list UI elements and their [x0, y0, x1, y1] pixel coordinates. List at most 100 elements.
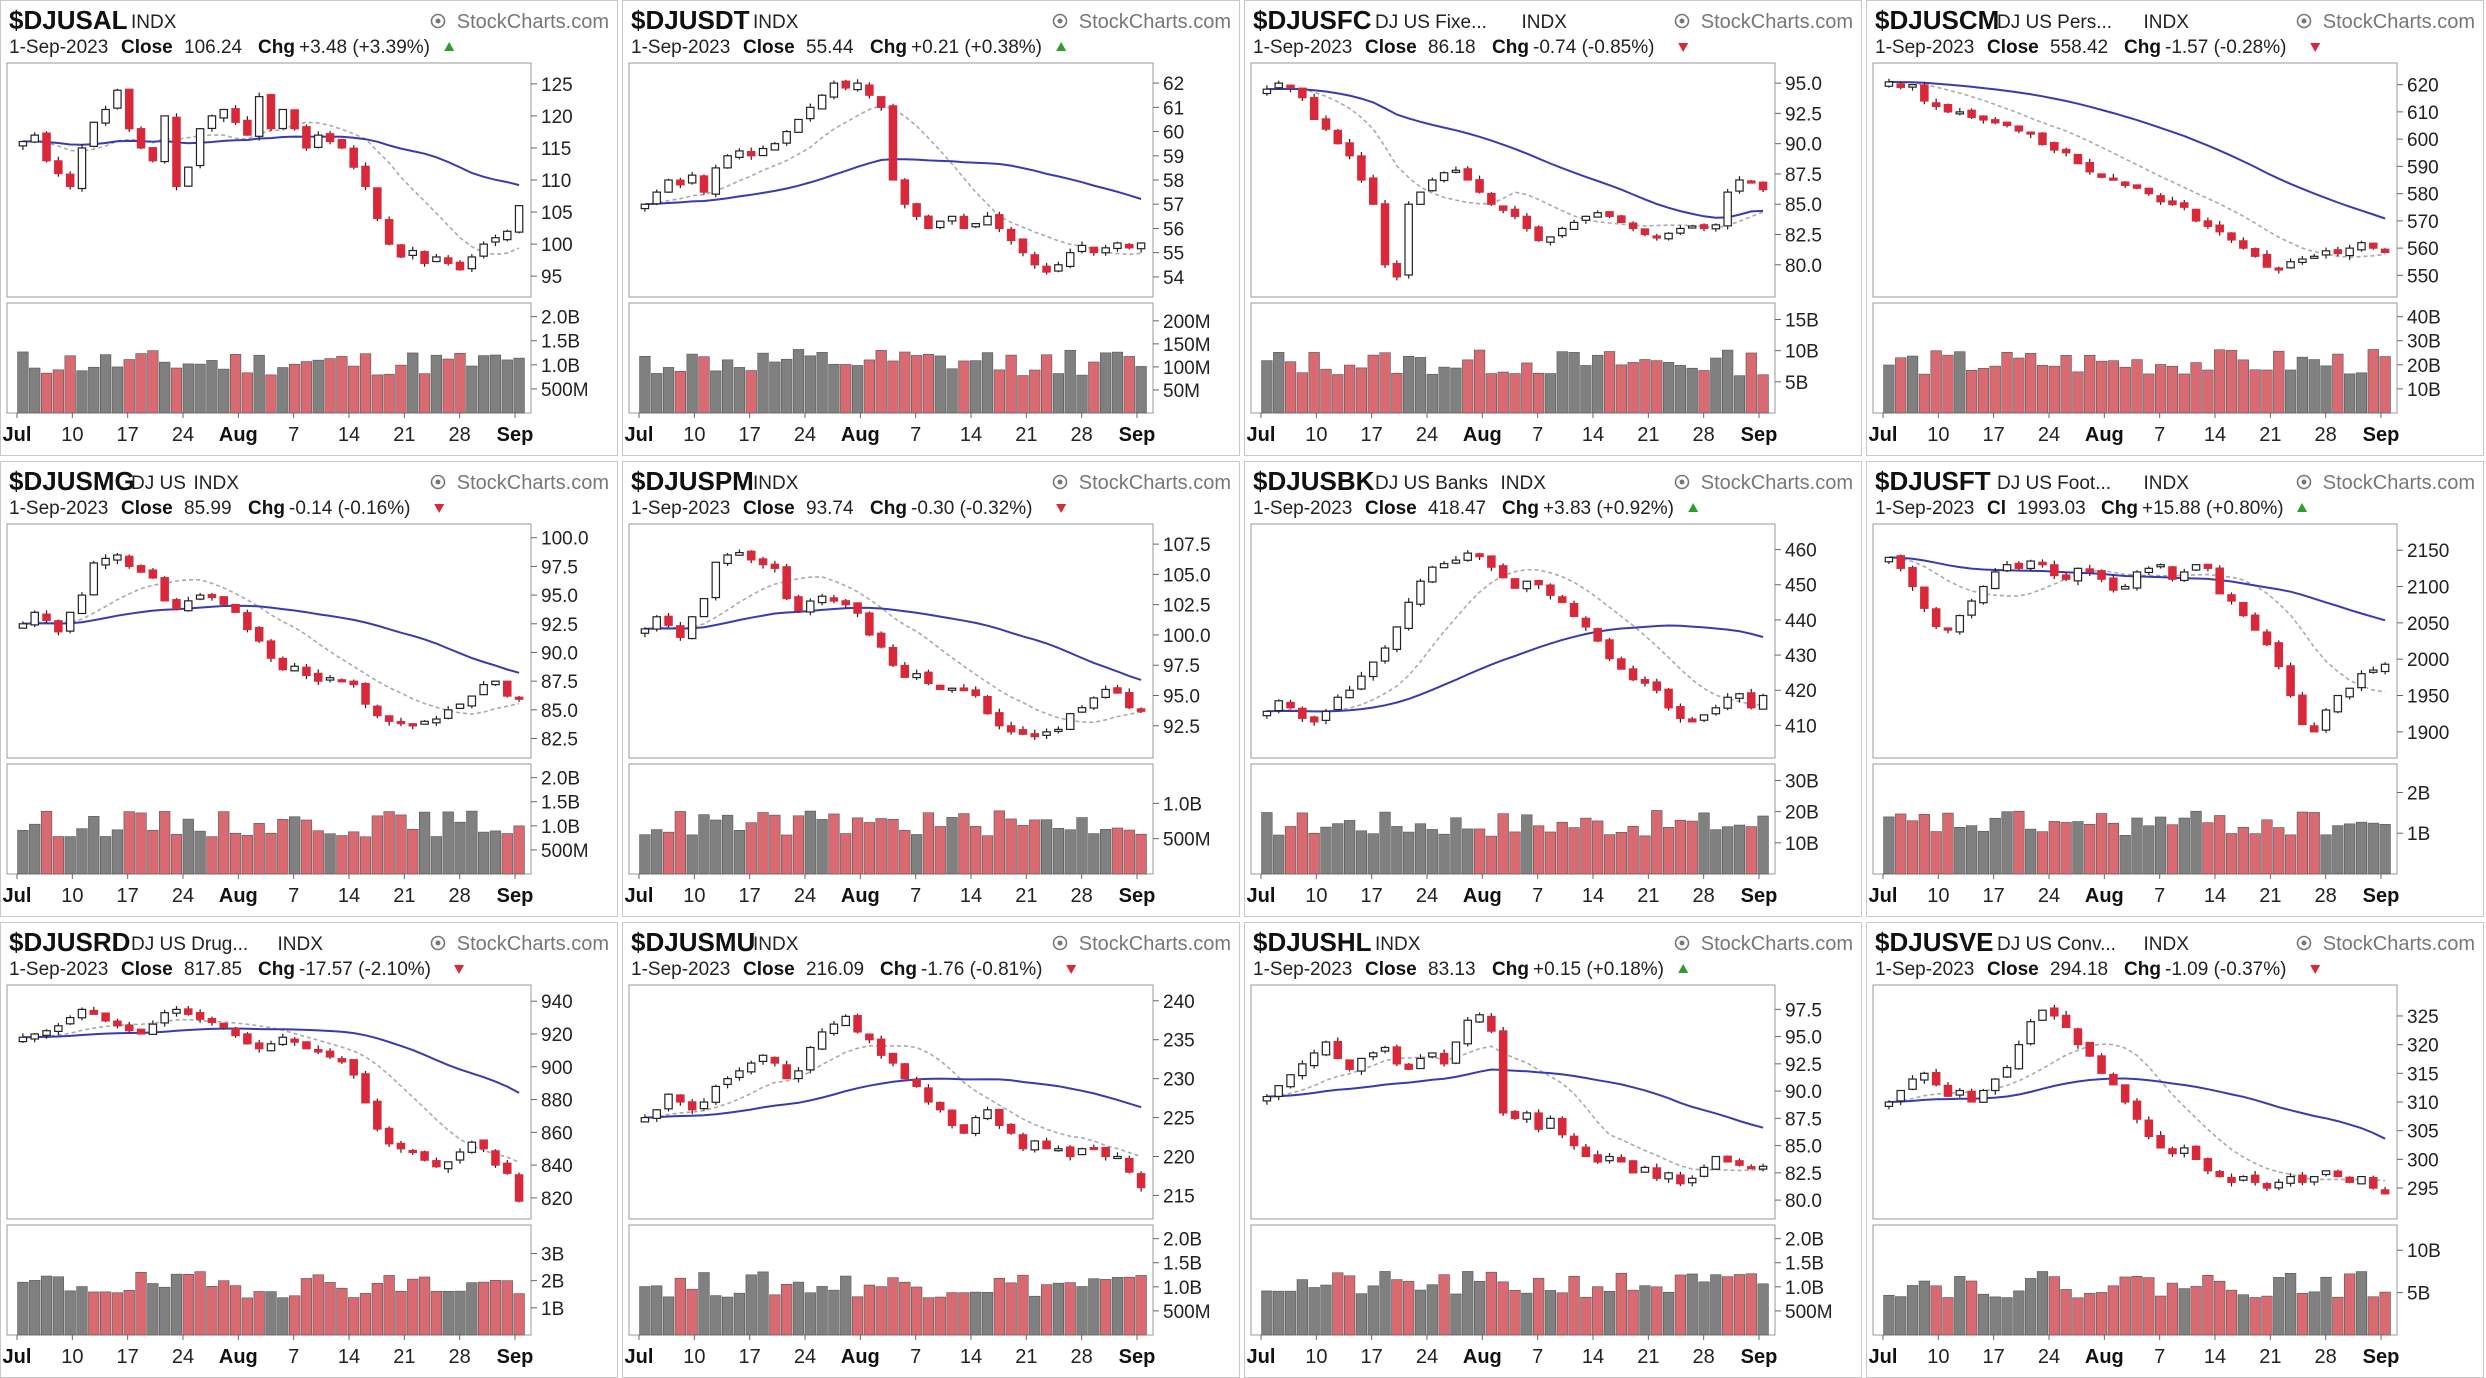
- volume-bar: [395, 814, 407, 875]
- candle: [735, 1067, 744, 1081]
- chg-value: +0.21 (+0.38%): [911, 37, 1042, 58]
- candle: [1286, 699, 1295, 709]
- volume-bar: [1414, 1289, 1427, 1336]
- date-label: 1-Sep-2023: [9, 498, 108, 519]
- volume-bar: [2119, 366, 2131, 414]
- volume-tick-label: 5B: [1785, 373, 1808, 394]
- x-tick-label: Jul: [1869, 1346, 1898, 1368]
- volume-bar: [336, 835, 348, 875]
- x-tick-label: 14: [960, 424, 982, 446]
- candle: [113, 88, 122, 110]
- candle: [924, 669, 933, 686]
- volume-bar: [911, 1286, 923, 1336]
- ma-short-line: [1888, 81, 2386, 258]
- candle: [2156, 193, 2165, 205]
- x-tick-label: 28: [1071, 424, 1093, 446]
- volume-bar: [1438, 366, 1450, 414]
- candle: [912, 669, 921, 681]
- candle: [65, 1015, 75, 1026]
- x-tick-label: 17: [1361, 424, 1383, 446]
- candle: [746, 1060, 756, 1075]
- volume-tick-label: 500M: [1163, 830, 1211, 851]
- chg-title: Chg: [870, 37, 907, 58]
- candle: [219, 108, 229, 123]
- volume-bar: [2214, 349, 2226, 414]
- volume-bar: [1296, 372, 1308, 414]
- volume-bar: [1379, 1271, 1391, 1336]
- volume-bar: [324, 1282, 336, 1336]
- price-tick-label: 900: [541, 1058, 573, 1079]
- volume-bar: [383, 373, 395, 414]
- volume-bar: [1580, 1296, 1592, 1336]
- candle: [2168, 196, 2177, 206]
- x-tick-label: 14: [960, 885, 982, 907]
- close-title: Close: [743, 37, 795, 58]
- candle: [1990, 568, 2000, 590]
- volume-bar: [40, 372, 53, 414]
- candle: [302, 124, 311, 151]
- volume-bar: [2107, 360, 2119, 414]
- volume-bar: [1005, 1282, 1017, 1336]
- symbol-label: $DJUSMU: [631, 927, 755, 957]
- ma-short-line: [644, 576, 1142, 724]
- candle: [900, 662, 910, 678]
- candle: [2262, 1182, 2272, 1192]
- candle: [1617, 1154, 1626, 1163]
- volume-tick-label: 500M: [1163, 1302, 1211, 1323]
- candle: [30, 610, 39, 628]
- volume-bar: [1473, 1281, 1486, 1336]
- price-tick-label: 2000: [2407, 650, 2449, 671]
- x-tick-label: Aug: [841, 885, 880, 907]
- candle: [420, 250, 429, 267]
- candle: [1758, 693, 1768, 710]
- volume-bar: [513, 1293, 525, 1336]
- candle: [971, 1115, 980, 1137]
- candle: [1333, 694, 1343, 711]
- x-tick-label: 21: [1015, 424, 1037, 446]
- candle: [1463, 1017, 1473, 1047]
- candle: [1077, 705, 1087, 714]
- volume-bar: [1918, 814, 1930, 875]
- volume-bar: [241, 372, 253, 414]
- candle: [184, 596, 193, 612]
- volume-bar: [1100, 352, 1112, 414]
- volume-bar: [2296, 811, 2309, 875]
- volume-bar: [1651, 360, 1663, 414]
- volume-bar: [1509, 831, 1521, 875]
- volume-bar: [265, 832, 277, 875]
- x-tick-label: 24: [1416, 885, 1438, 907]
- volume-bar: [206, 1286, 218, 1336]
- volume-bar: [899, 830, 911, 875]
- candle: [829, 594, 839, 604]
- candle: [1380, 199, 1390, 268]
- x-tick-label: Aug: [841, 424, 880, 446]
- watermark-icon: [430, 935, 446, 951]
- volume-bar: [1462, 359, 1474, 414]
- x-tick-label: Sep: [497, 424, 534, 446]
- candle: [278, 108, 288, 130]
- watermark-label: StockCharts.com: [457, 933, 609, 955]
- candle: [1628, 221, 1638, 232]
- candle: [1920, 1071, 1929, 1084]
- candle: [1920, 81, 1929, 105]
- watermark-label: StockCharts.com: [2323, 11, 2475, 33]
- volume-bar: [1343, 1275, 1356, 1336]
- candle: [1345, 138, 1354, 160]
- candle: [1463, 550, 1473, 562]
- candle: [349, 1059, 358, 1079]
- volume-bar: [371, 374, 383, 414]
- price-tick-label: 102.5: [1163, 596, 1211, 617]
- candle: [2203, 563, 2213, 572]
- price-tick-label: 560: [2407, 239, 2439, 260]
- volume-bar: [1135, 1275, 1147, 1336]
- candle: [1416, 191, 1425, 205]
- candle: [2085, 564, 2095, 577]
- candle: [1439, 560, 1449, 569]
- candle: [2050, 560, 2059, 580]
- candle: [1896, 554, 1905, 572]
- candle: [1006, 226, 1016, 245]
- volume-bar: [289, 816, 301, 875]
- chart-panel-djusbk: $DJUSBK DJ US Banks INDX StockCharts.com 1-S…: [1244, 461, 1862, 917]
- chg-title: Chg: [2101, 498, 2138, 519]
- candle: [1569, 219, 1579, 230]
